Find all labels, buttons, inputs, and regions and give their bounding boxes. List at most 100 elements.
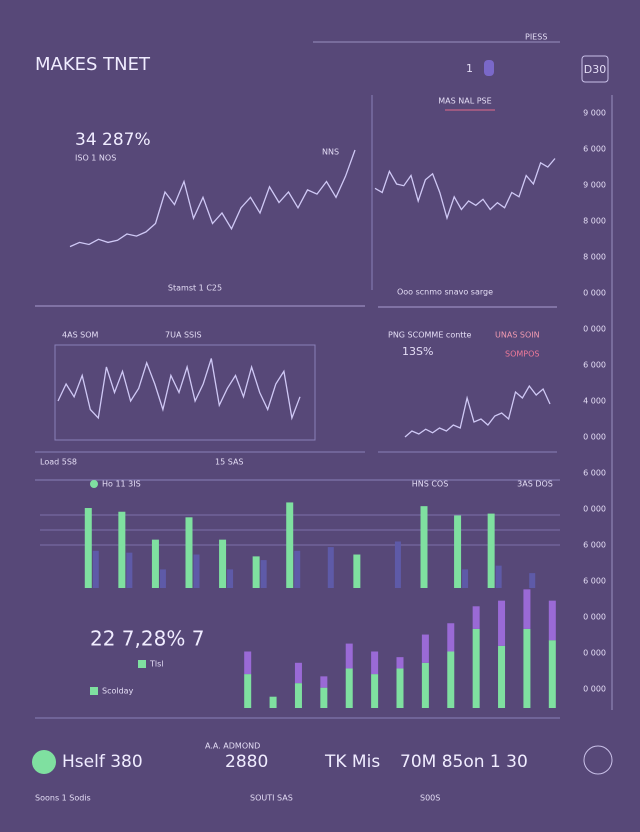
bar <box>84 508 92 588</box>
bar <box>294 662 302 684</box>
footer-value: TK Mis <box>324 752 380 772</box>
button-label[interactable]: D30 <box>584 63 606 76</box>
panel-note: 13S% <box>402 345 433 358</box>
bar <box>548 600 556 641</box>
axis-label: 9 000 <box>583 109 606 118</box>
bar <box>447 651 455 708</box>
header-tag: PIESS <box>525 33 547 42</box>
bar <box>327 547 334 588</box>
button[interactable] <box>581 55 609 83</box>
line <box>374 158 556 221</box>
bar <box>472 606 480 629</box>
bar <box>294 550 301 588</box>
legend-swatch <box>138 660 146 668</box>
axis-label: 6 000 <box>583 145 606 154</box>
title: MAKES TNET <box>35 54 151 75</box>
bar <box>420 506 428 588</box>
panel-sub: 7UA SSIS <box>165 331 202 340</box>
header-mark: 1 <box>466 62 473 75</box>
panel-sub: ISO 1 NOS <box>75 154 116 163</box>
panel-footer: Stamst 1 C25 <box>168 284 222 293</box>
line <box>404 384 551 438</box>
bar <box>462 569 469 588</box>
bar <box>320 676 328 688</box>
bar <box>126 552 133 588</box>
icon-button[interactable] <box>583 745 613 775</box>
axis-label: 0 000 <box>583 613 606 622</box>
bar <box>286 502 294 588</box>
bar <box>523 589 531 629</box>
axis-label: 6 000 <box>583 541 606 550</box>
panel-footer: 15 SAS <box>215 458 244 467</box>
legend-label: Ho 11 3IS <box>102 480 141 489</box>
line <box>57 358 301 421</box>
bar <box>396 668 404 708</box>
bar <box>529 573 536 588</box>
bar <box>548 640 556 708</box>
bar <box>193 554 200 588</box>
bar <box>394 541 401 588</box>
bar <box>159 569 166 588</box>
bar <box>151 539 159 588</box>
bar <box>260 560 267 588</box>
axis-label: 8 000 <box>583 253 606 262</box>
bar <box>523 628 531 708</box>
bars-title: HNS COS <box>412 480 449 489</box>
axis-label: 8 000 <box>583 217 606 226</box>
bar <box>421 662 429 708</box>
icon[interactable] <box>32 750 56 774</box>
panel-footer: Load 5S8 <box>40 458 77 467</box>
panel-title: PNG SCOMME contte <box>388 331 472 340</box>
panel-value: 34 287% <box>75 130 151 150</box>
axis-label: 0 000 <box>583 649 606 658</box>
panel-footer: Ooo scnmo snavo sarge <box>397 288 493 297</box>
footer-value: Hself 380 <box>62 752 143 772</box>
legend-label: Tlsl <box>149 660 164 669</box>
bar <box>371 674 379 708</box>
footer-value: 70M 85on 1 30 <box>400 752 528 772</box>
line <box>69 149 356 248</box>
axis-label: 0 000 <box>583 433 606 442</box>
axis-label: 9 000 <box>583 181 606 190</box>
bar <box>454 515 462 588</box>
axis-label: 0 000 <box>583 505 606 514</box>
bar <box>252 556 260 588</box>
footer-small: S00S <box>420 794 440 803</box>
bar <box>92 550 99 588</box>
bar <box>498 645 506 708</box>
bar <box>118 511 126 588</box>
axis-label: 0 000 <box>583 325 606 334</box>
bar <box>294 683 302 708</box>
bar <box>447 623 455 652</box>
bar <box>371 651 379 675</box>
panel-box <box>54 344 316 441</box>
legend-swatch <box>90 687 98 695</box>
bar <box>345 643 353 669</box>
bar <box>495 565 502 588</box>
bars-title: 3AS DOS <box>517 480 553 489</box>
bar <box>498 600 506 646</box>
footer-small: SOUTI SAS <box>250 794 293 803</box>
axis-label: 6 000 <box>583 469 606 478</box>
bar <box>244 651 252 675</box>
bar <box>421 634 429 663</box>
legend-label: Scolday <box>102 687 134 696</box>
bar <box>396 657 404 669</box>
axis-label: 0 000 <box>583 289 606 298</box>
bar <box>320 687 328 708</box>
legend-dot <box>90 480 98 488</box>
axis-label: 4 000 <box>583 397 606 406</box>
bar <box>185 517 193 588</box>
axis-label: 0 000 <box>583 685 606 694</box>
axis-label: 6 000 <box>583 361 606 370</box>
bar <box>472 628 480 708</box>
bar <box>345 668 353 708</box>
axis-label: 6 000 <box>583 577 606 586</box>
toggle[interactable] <box>484 60 494 76</box>
panel-sub: UNAS SOIN <box>495 331 540 340</box>
panel-corner: NNS <box>322 148 339 157</box>
bar <box>487 513 495 588</box>
footer-small: A.A. ADMOND <box>205 742 260 751</box>
